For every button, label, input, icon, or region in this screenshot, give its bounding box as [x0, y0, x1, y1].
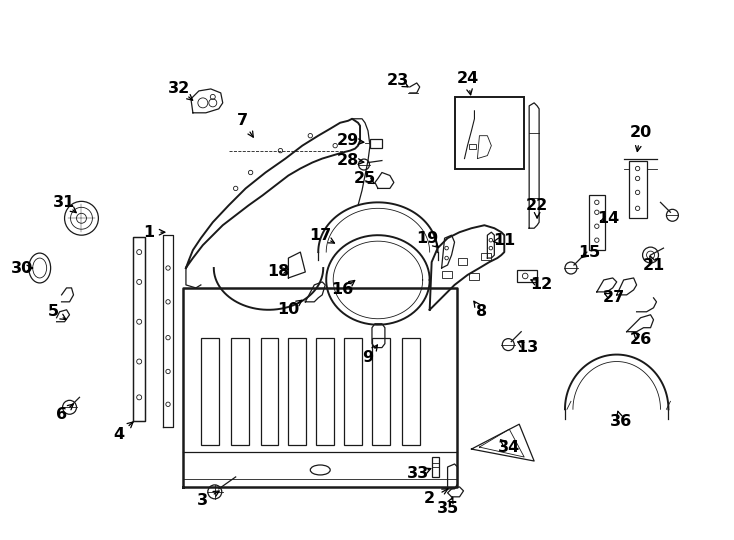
- Bar: [133, 237, 145, 421]
- Text: 3: 3: [197, 494, 208, 508]
- Text: 4: 4: [114, 427, 125, 442]
- Bar: [470, 144, 476, 149]
- Bar: [370, 139, 382, 147]
- Text: 32: 32: [168, 82, 190, 97]
- Text: 9: 9: [363, 350, 374, 365]
- Bar: [230, 338, 249, 445]
- Text: 28: 28: [337, 153, 359, 168]
- Bar: [401, 338, 420, 445]
- Text: 30: 30: [11, 260, 33, 275]
- Text: 24: 24: [457, 71, 479, 86]
- Bar: [470, 273, 479, 280]
- Bar: [201, 338, 219, 445]
- Text: 10: 10: [277, 302, 299, 318]
- Polygon shape: [163, 235, 173, 427]
- Text: 8: 8: [476, 304, 487, 319]
- Polygon shape: [529, 103, 539, 228]
- Text: 34: 34: [498, 440, 520, 455]
- Polygon shape: [183, 288, 457, 487]
- Bar: [288, 338, 306, 445]
- Text: 2: 2: [424, 491, 435, 507]
- Bar: [589, 195, 605, 250]
- Text: 23: 23: [387, 73, 409, 89]
- Bar: [517, 270, 537, 282]
- Text: 35: 35: [437, 501, 459, 516]
- Text: 1: 1: [144, 225, 155, 240]
- Text: 25: 25: [354, 171, 376, 186]
- Bar: [482, 253, 491, 260]
- Text: 36: 36: [609, 414, 632, 429]
- Text: 5: 5: [48, 304, 59, 319]
- Bar: [344, 338, 362, 445]
- Bar: [261, 338, 278, 445]
- Text: 20: 20: [630, 125, 652, 140]
- Bar: [316, 338, 334, 445]
- Text: 7: 7: [237, 113, 248, 129]
- Polygon shape: [471, 424, 534, 461]
- Text: 6: 6: [56, 407, 67, 422]
- Polygon shape: [375, 172, 394, 188]
- Text: 16: 16: [331, 282, 353, 298]
- Polygon shape: [442, 235, 454, 268]
- Bar: [442, 271, 451, 278]
- Polygon shape: [191, 89, 222, 113]
- Polygon shape: [133, 237, 145, 421]
- Bar: [457, 258, 468, 265]
- Text: 12: 12: [530, 278, 552, 293]
- Text: 33: 33: [407, 467, 429, 482]
- Text: 18: 18: [267, 265, 290, 280]
- Bar: [454, 97, 524, 168]
- Text: 11: 11: [493, 233, 515, 248]
- Bar: [432, 457, 439, 477]
- Polygon shape: [429, 225, 504, 310]
- Polygon shape: [288, 252, 305, 278]
- Text: 27: 27: [603, 291, 625, 305]
- Text: 22: 22: [526, 198, 548, 213]
- Bar: [372, 338, 390, 445]
- Text: 26: 26: [630, 332, 652, 347]
- Text: 19: 19: [417, 231, 439, 246]
- Text: 17: 17: [309, 228, 331, 242]
- Text: 14: 14: [597, 211, 620, 226]
- Bar: [628, 160, 647, 218]
- Text: 21: 21: [642, 258, 665, 273]
- Text: 31: 31: [52, 195, 75, 210]
- Text: 15: 15: [578, 245, 600, 260]
- Text: 29: 29: [337, 133, 359, 148]
- Text: 13: 13: [516, 340, 538, 355]
